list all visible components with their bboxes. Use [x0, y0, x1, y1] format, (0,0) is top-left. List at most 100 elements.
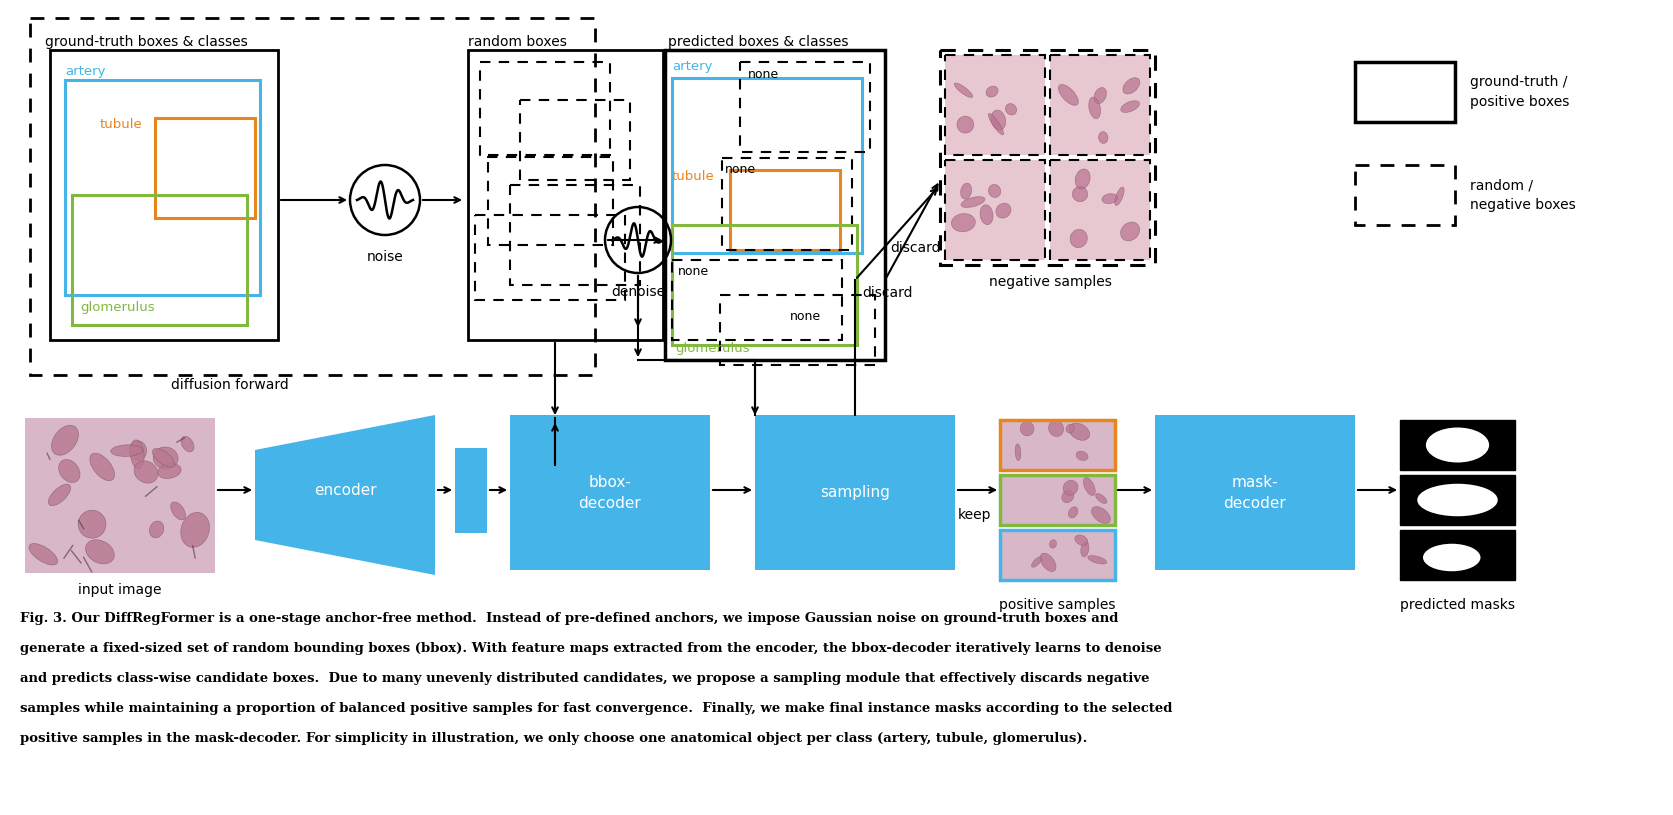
- Bar: [755, 415, 955, 570]
- Ellipse shape: [154, 447, 177, 469]
- Bar: [729, 170, 840, 250]
- Ellipse shape: [1424, 544, 1481, 571]
- Ellipse shape: [1087, 556, 1108, 564]
- Ellipse shape: [149, 521, 164, 538]
- Ellipse shape: [1091, 507, 1111, 523]
- Ellipse shape: [59, 460, 80, 482]
- Bar: [723, 158, 852, 250]
- Bar: [1355, 165, 1456, 225]
- Bar: [1051, 55, 1149, 155]
- Text: none: none: [678, 265, 709, 278]
- Ellipse shape: [995, 203, 1010, 218]
- Ellipse shape: [181, 436, 194, 452]
- Text: positive samples: positive samples: [999, 598, 1116, 612]
- Ellipse shape: [49, 484, 70, 505]
- Text: noise: noise: [366, 250, 403, 264]
- Ellipse shape: [1062, 490, 1074, 503]
- Ellipse shape: [1425, 428, 1489, 462]
- Bar: [1154, 415, 1355, 570]
- Bar: [664, 50, 885, 360]
- Ellipse shape: [1041, 553, 1056, 571]
- Bar: [1000, 530, 1114, 580]
- Bar: [1000, 475, 1114, 525]
- Text: none: none: [748, 68, 780, 81]
- Bar: [455, 448, 487, 533]
- Text: glomerulus: glomerulus: [674, 342, 750, 355]
- Text: glomerulus: glomerulus: [80, 301, 154, 314]
- Ellipse shape: [990, 110, 1005, 130]
- Ellipse shape: [985, 86, 999, 97]
- Text: ground-truth boxes & classes: ground-truth boxes & classes: [45, 35, 248, 49]
- Ellipse shape: [952, 214, 975, 231]
- Text: none: none: [724, 163, 756, 176]
- Bar: [520, 100, 631, 180]
- Ellipse shape: [1005, 104, 1017, 115]
- Ellipse shape: [960, 196, 985, 208]
- Ellipse shape: [1032, 557, 1042, 567]
- Ellipse shape: [1121, 101, 1139, 112]
- Text: sampling: sampling: [820, 485, 890, 500]
- Ellipse shape: [1114, 187, 1124, 205]
- Ellipse shape: [129, 441, 147, 460]
- Bar: [65, 80, 259, 295]
- Text: and predicts class-wise candidate boxes.  Due to many unevenly distributed candi: and predicts class-wise candidate boxes.…: [20, 672, 1149, 685]
- Text: Fig. 3. Our DiffRegFormer is a one-stage anchor-free method.  Instead of pre-def: Fig. 3. Our DiffRegFormer is a one-stage…: [20, 612, 1118, 625]
- Ellipse shape: [960, 183, 972, 199]
- Text: positive boxes: positive boxes: [1471, 95, 1569, 109]
- Ellipse shape: [1049, 421, 1064, 437]
- Bar: [1400, 530, 1516, 580]
- Bar: [468, 50, 663, 340]
- Bar: [945, 160, 1046, 260]
- Bar: [72, 195, 248, 325]
- Text: discard: discard: [890, 241, 940, 255]
- Ellipse shape: [1071, 229, 1087, 248]
- Ellipse shape: [1096, 494, 1108, 504]
- Text: predicted boxes & classes: predicted boxes & classes: [668, 35, 848, 49]
- Text: denoise: denoise: [611, 285, 666, 299]
- Ellipse shape: [79, 510, 105, 538]
- Bar: [1000, 475, 1114, 525]
- Ellipse shape: [1066, 425, 1074, 433]
- Ellipse shape: [989, 113, 1004, 134]
- Ellipse shape: [1123, 77, 1139, 94]
- Bar: [480, 62, 611, 157]
- Bar: [1355, 62, 1456, 122]
- Text: mask-
decoder: mask- decoder: [1223, 474, 1287, 510]
- Ellipse shape: [1094, 87, 1106, 104]
- Ellipse shape: [954, 83, 972, 98]
- Ellipse shape: [90, 453, 114, 481]
- Bar: [940, 50, 1154, 265]
- Bar: [475, 215, 626, 300]
- Ellipse shape: [980, 205, 994, 225]
- Text: positive samples in the mask-decoder. For simplicity in illustration, we only ch: positive samples in the mask-decoder. Fo…: [20, 732, 1087, 745]
- Bar: [50, 50, 278, 340]
- Text: random /: random /: [1471, 178, 1532, 192]
- Bar: [719, 295, 875, 365]
- Bar: [489, 155, 612, 245]
- Bar: [945, 160, 1046, 260]
- Ellipse shape: [1121, 222, 1139, 241]
- Bar: [25, 418, 216, 573]
- Bar: [673, 225, 857, 345]
- Bar: [1000, 420, 1114, 470]
- Ellipse shape: [171, 502, 186, 520]
- Ellipse shape: [1062, 480, 1077, 496]
- Ellipse shape: [1103, 194, 1118, 204]
- Bar: [673, 78, 862, 253]
- Ellipse shape: [157, 464, 181, 478]
- Text: encoder: encoder: [313, 482, 376, 497]
- Ellipse shape: [85, 540, 114, 564]
- Text: random boxes: random boxes: [468, 35, 567, 49]
- Ellipse shape: [130, 440, 144, 469]
- Bar: [1400, 420, 1516, 470]
- Ellipse shape: [1069, 423, 1089, 440]
- Text: discard: discard: [862, 286, 912, 300]
- Ellipse shape: [1076, 452, 1087, 460]
- Ellipse shape: [1016, 444, 1021, 460]
- Text: ground-truth /: ground-truth /: [1471, 75, 1568, 89]
- Ellipse shape: [110, 445, 142, 456]
- Text: predicted masks: predicted masks: [1400, 598, 1516, 612]
- Bar: [945, 55, 1046, 155]
- Ellipse shape: [1081, 541, 1089, 557]
- Text: keep: keep: [959, 508, 992, 522]
